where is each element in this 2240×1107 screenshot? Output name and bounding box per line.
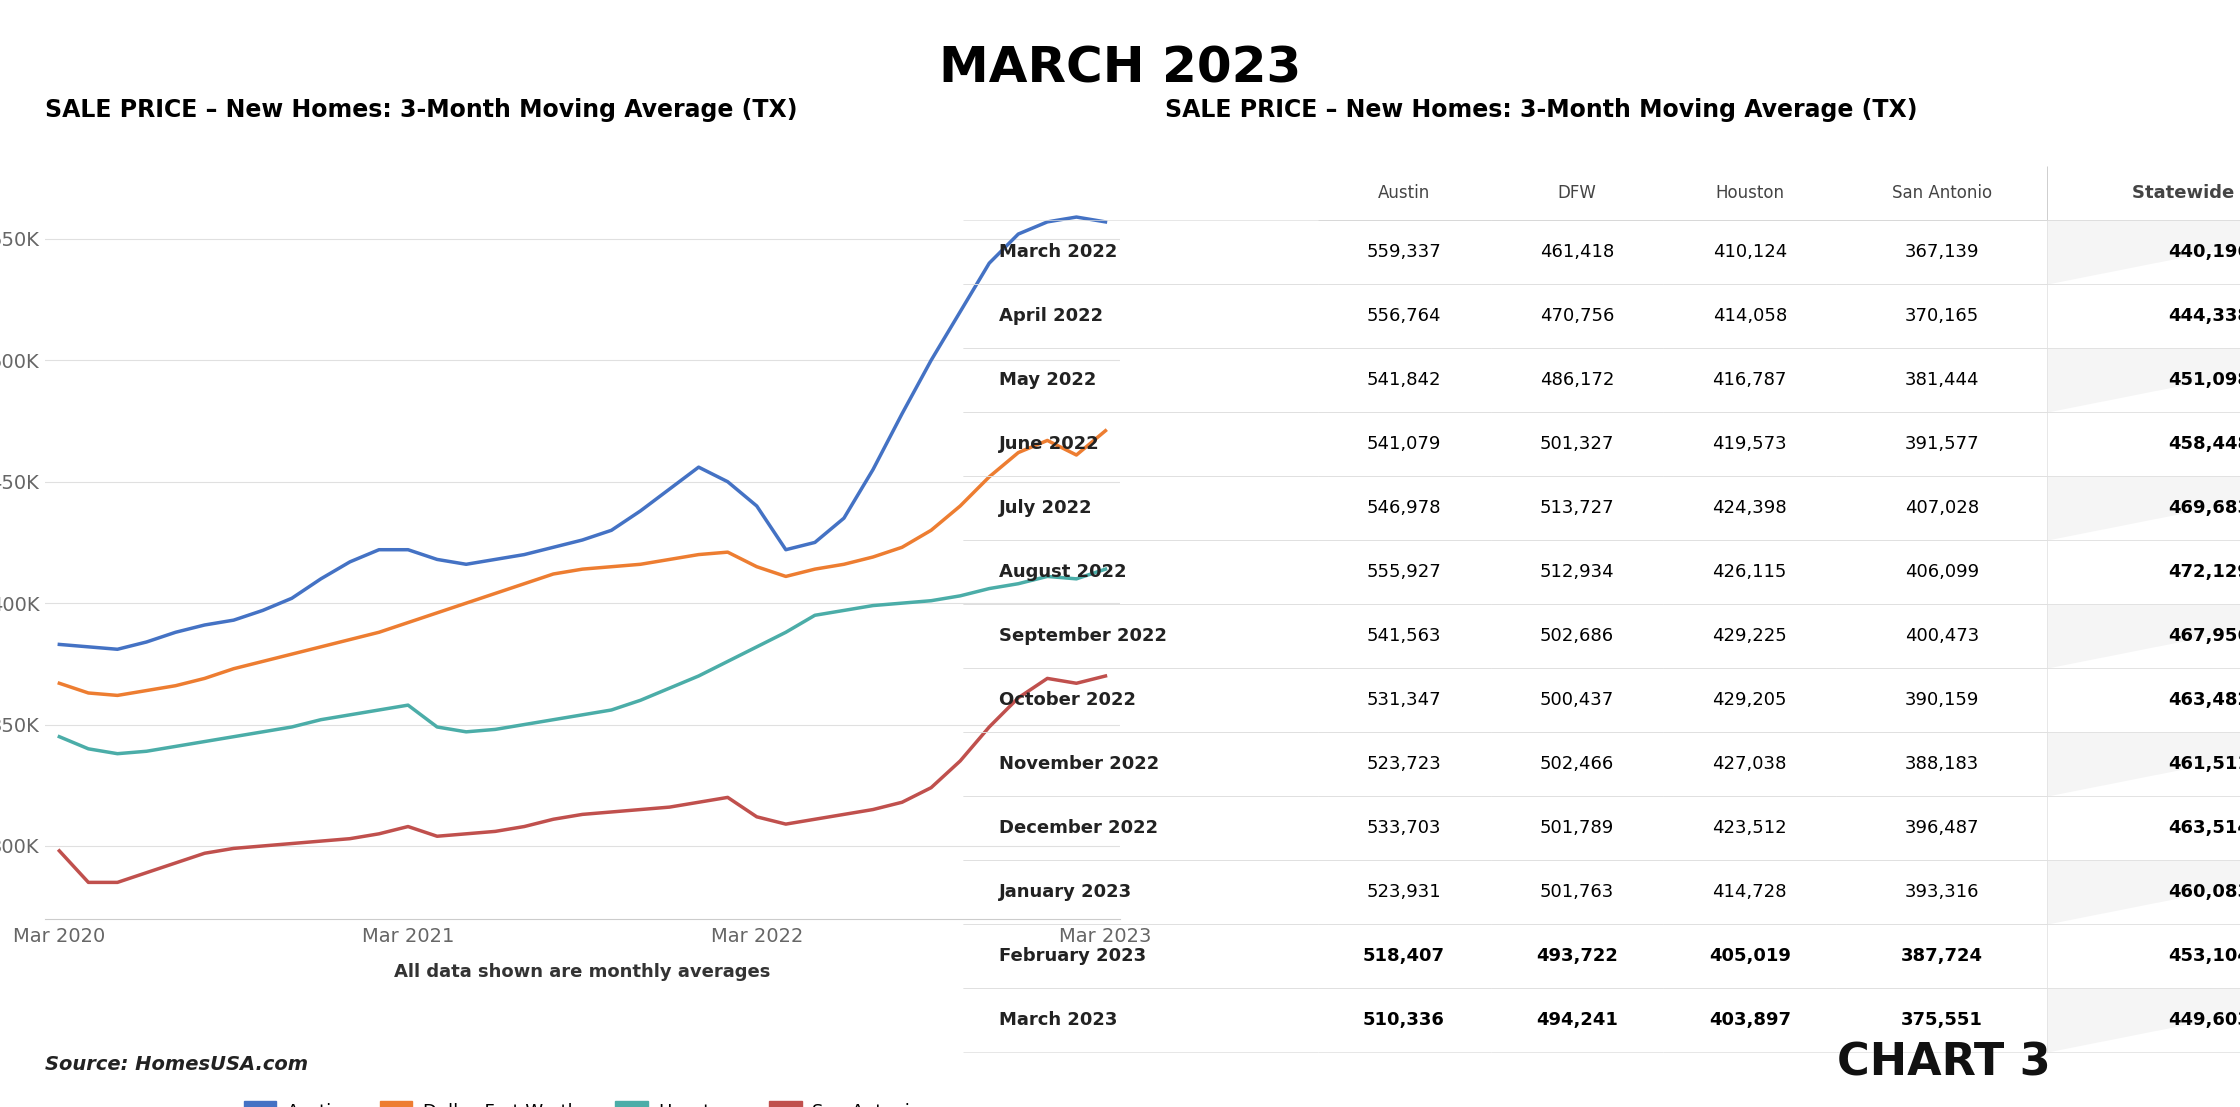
Text: All data shown are monthly averages: All data shown are monthly averages — [394, 963, 771, 981]
Text: SALE PRICE – New Homes: 3-Month Moving Average (TX): SALE PRICE – New Homes: 3-Month Moving A… — [1165, 97, 1917, 122]
Text: MARCH 2023: MARCH 2023 — [939, 44, 1301, 92]
Text: SALE PRICE – New Homes: 3-Month Moving Average (TX): SALE PRICE – New Homes: 3-Month Moving A… — [45, 97, 797, 122]
Text: CHART 3: CHART 3 — [1837, 1042, 2050, 1085]
Legend: Austin, Dallas Fort Worth, Houston, San Antonio: Austin, Dallas Fort Worth, Houston, San … — [235, 1094, 930, 1107]
Text: Source: HomesUSA.com: Source: HomesUSA.com — [45, 1055, 307, 1074]
